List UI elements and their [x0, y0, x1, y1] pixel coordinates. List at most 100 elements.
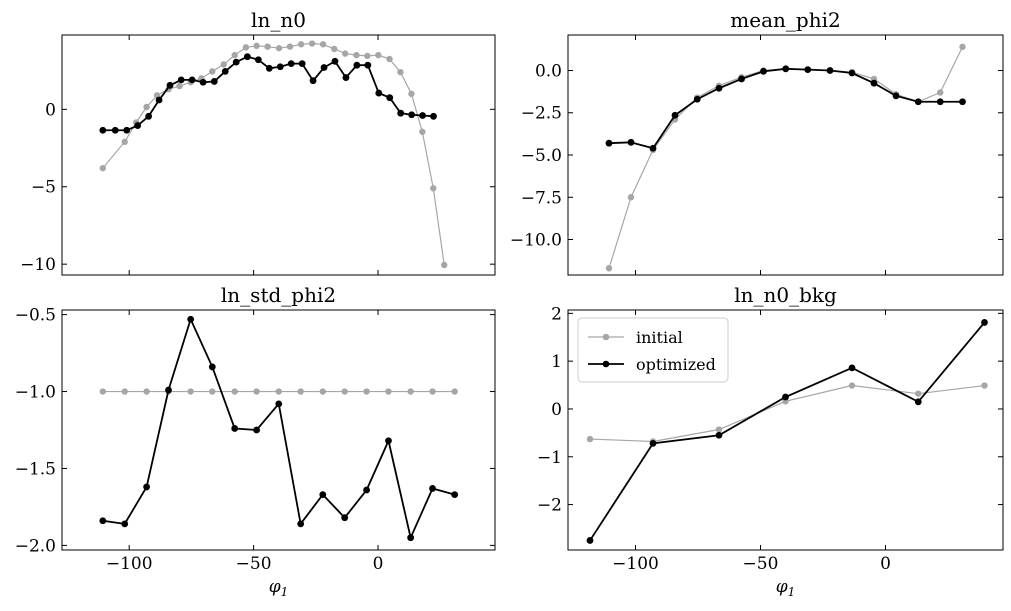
data-point-initial-ln-n0: [386, 55, 393, 63]
data-point-initial-ln-n0: [341, 50, 349, 57]
y-tick-label-mean-phi2: −7.5: [521, 188, 562, 208]
axes-frame-ln-n0-bkg: [567, 309, 1004, 551]
data-point-optimized-mean-phi2: [959, 98, 966, 106]
y-tick-label-ln-n0-bkg: −1: [537, 448, 562, 468]
series-line-optimized-mean-phi2: [608, 67, 963, 150]
data-point-optimized-ln-n0: [243, 53, 251, 61]
data-point-initial-ln-std-phi2: [231, 388, 238, 395]
y-tick-label-mean-phi2: −2.5: [521, 104, 562, 124]
x-tick-label-ln-n0-bkg: −100: [612, 554, 659, 574]
data-point-optimized-ln-n0: [221, 67, 229, 75]
data-point-optimized-ln-std-phi2: [451, 491, 459, 499]
data-point-initial-ln-std-phi2: [187, 388, 194, 395]
panel-ln-std-phi2: ln_std_phi2 −100 −50 0 −0.5 −1.0 −1.5 −2.0 φ1: [15, 283, 496, 599]
data-point-initial-ln-std-phi2: [341, 388, 348, 395]
data-point-optimized-ln-std-phi2: [385, 437, 392, 445]
data-point-initial-ln-std-phi2: [297, 388, 304, 395]
data-point-initial-ln-n0: [253, 42, 260, 50]
data-point-optimized-ln-std-phi2: [363, 486, 370, 494]
panel-title-ln-n0-bkg: ln_n0_bkg: [734, 283, 837, 307]
data-point-optimized-mean-phi2: [693, 95, 701, 103]
panel-title-ln-std-phi2: ln_std_phi2: [221, 283, 336, 307]
x-tick-label-ln-std-phi2: −50: [236, 554, 272, 574]
data-point-optimized-ln-n0: [210, 78, 218, 85]
data-point-initial-ln-n0-bkg: [981, 382, 988, 389]
data-point-optimized-ln-n0: [320, 64, 328, 71]
data-point-initial-ln-n0: [297, 41, 305, 48]
data-point-optimized-ln-std-phi2: [253, 426, 261, 434]
y-tick-label-ln-n0-bkg: −2: [537, 496, 562, 516]
legend-marker-optimized: [602, 360, 610, 368]
series-line-initial-mean-phi2: [608, 46, 964, 269]
x-tick-label-ln-n0-bkg: 0: [880, 554, 891, 574]
data-point-initial-ln-n0-bkg: [915, 390, 922, 397]
y-tick-label-ln-n0: −5: [31, 178, 56, 198]
series-line-optimized-ln-std-phi2: [102, 316, 455, 541]
data-point-optimized-ln-n0: [408, 111, 416, 119]
legend-label-optimized: optimized: [636, 355, 716, 374]
data-point-optimized-ln-n0-bkg: [914, 398, 922, 406]
data-point-initial-ln-n0-bkg: [586, 435, 594, 443]
data-point-optimized-ln-std-phi2: [407, 534, 415, 542]
data-point-optimized-mean-phi2: [936, 98, 944, 106]
data-point-optimized-ln-std-phi2: [319, 491, 327, 499]
panel-title-mean-phi2: mean_phi2: [730, 8, 840, 32]
data-point-optimized-ln-n0: [177, 76, 185, 84]
data-point-initial-ln-std-phi2: [143, 388, 150, 395]
data-point-initial-ln-n0: [231, 51, 238, 59]
y-tick-label-mean-phi2: −10.0: [510, 231, 562, 251]
data-point-initial-ln-n0: [99, 164, 107, 172]
data-point-initial-mean-phi2: [627, 194, 635, 201]
data-point-initial-ln-std-phi2: [275, 388, 282, 395]
data-point-optimized-mean-phi2: [914, 98, 922, 106]
data-point-optimized-ln-n0-bkg: [715, 431, 723, 439]
data-point-optimized-ln-n0-bkg: [782, 393, 789, 401]
data-point-initial-ln-n0: [176, 82, 183, 90]
y-tick-label-mean-phi2: −5.0: [521, 146, 562, 166]
data-point-optimized-mean-phi2: [649, 144, 657, 152]
data-point-initial-ln-n0: [121, 138, 128, 146]
legend-frame: [577, 317, 729, 383]
data-point-optimized-ln-n0: [331, 57, 339, 65]
data-point-initial-ln-n0: [264, 43, 271, 50]
data-point-optimized-ln-n0: [155, 96, 163, 104]
data-point-optimized-ln-std-phi2: [297, 520, 305, 528]
data-point-optimized-ln-std-phi2: [187, 315, 195, 323]
data-point-optimized-ln-n0: [353, 61, 361, 69]
data-point-optimized-mean-phi2: [782, 65, 790, 73]
data-point-initial-ln-std-phi2: [363, 388, 370, 395]
data-point-optimized-ln-n0: [298, 60, 306, 68]
data-point-optimized-ln-n0: [430, 112, 437, 120]
data-point-optimized-ln-n0: [199, 78, 207, 86]
axes-frame-ln-std-phi2: [61, 309, 496, 551]
data-point-optimized-ln-n0: [386, 94, 394, 102]
data-point-optimized-ln-n0: [232, 58, 240, 66]
panel-title-ln-n0: ln_n0: [251, 8, 306, 32]
data-point-initial-ln-n0: [286, 43, 294, 50]
data-point-initial-ln-n0: [364, 52, 371, 60]
data-point-initial-ln-std-phi2: [385, 388, 392, 395]
panel-ln-n0-bkg: ln_n0_bkg −100 −50 0 2 1 0 −1 −2 φ1 initial optimiz…: [537, 283, 1004, 599]
data-point-initial-ln-n0: [242, 44, 250, 51]
data-point-initial-ln-n0: [275, 44, 283, 52]
y-tick-label-ln-n0-bkg: 1: [551, 352, 562, 372]
data-point-optimized-mean-phi2: [826, 67, 834, 74]
data-point-initial-ln-n0: [430, 185, 437, 192]
data-point-optimized-ln-std-phi2: [231, 425, 239, 432]
data-point-optimized-ln-n0: [342, 74, 350, 81]
data-point-initial-ln-n0: [209, 68, 216, 75]
data-point-optimized-ln-n0: [309, 77, 317, 85]
y-tick-label-ln-n0: 0: [45, 100, 56, 120]
data-point-optimized-ln-n0: [265, 64, 273, 72]
data-point-optimized-mean-phi2: [892, 92, 900, 100]
x-axis-label-ln-n0-bkg: φ1: [776, 577, 796, 599]
x-tick-label-ln-std-phi2: −100: [106, 554, 153, 574]
data-point-optimized-mean-phi2: [627, 138, 635, 146]
data-point-optimized-ln-n0-bkg: [981, 319, 988, 326]
data-point-initial-ln-n0: [319, 41, 327, 48]
data-point-optimized-mean-phi2: [671, 111, 679, 119]
data-point-optimized-ln-n0: [188, 76, 196, 84]
data-point-optimized-ln-std-phi2: [143, 483, 151, 491]
x-tick-label-ln-n0-bkg: −50: [743, 554, 779, 574]
data-point-optimized-ln-n0: [287, 60, 295, 68]
